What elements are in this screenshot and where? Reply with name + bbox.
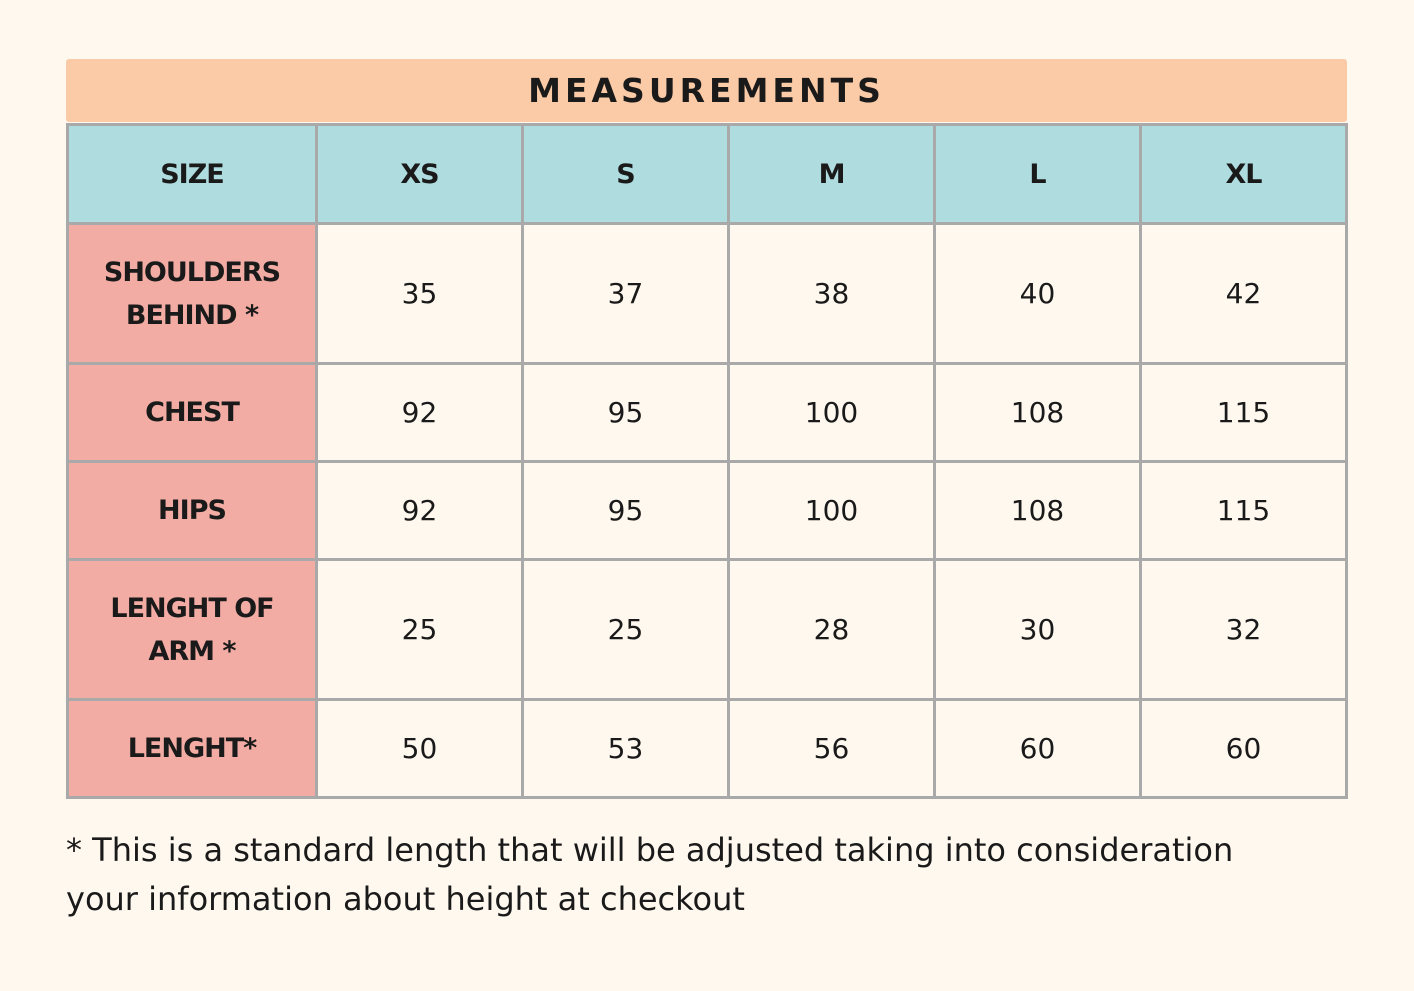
- row-label-line: CHEST: [145, 397, 240, 428]
- table-cell: 95: [521, 362, 730, 463]
- table-cell: 42: [1139, 222, 1348, 365]
- table-cell: 60: [1139, 698, 1348, 799]
- table-cell: 32: [1139, 558, 1348, 701]
- row-label: HIPS: [66, 460, 318, 561]
- table-cell: 40: [933, 222, 1142, 365]
- table-cell: 35: [315, 222, 524, 365]
- row-label: SHOULDERS BEHIND *: [66, 222, 318, 365]
- table-cell: 100: [727, 460, 936, 561]
- title-bar: MEASUREMENTS: [66, 59, 1347, 122]
- header-size-l: L: [933, 123, 1142, 225]
- header-size-s: S: [521, 123, 730, 225]
- header-size-xs: XS: [315, 123, 524, 225]
- table-row-length: LENGHT* 50 53 56 60 60: [66, 698, 1348, 799]
- table-cell: 38: [727, 222, 936, 365]
- table-cell: 25: [521, 558, 730, 701]
- table-cell: 92: [315, 460, 524, 561]
- row-label-line: HIPS: [158, 495, 227, 526]
- table-cell: 108: [933, 460, 1142, 561]
- table-cell: 60: [933, 698, 1142, 799]
- table-row-chest: CHEST 92 95 100 108 115: [66, 362, 1348, 463]
- table-cell: 28: [727, 558, 936, 701]
- footnote-line: * This is a standard length that will be…: [66, 831, 1234, 869]
- table-cell: 115: [1139, 460, 1348, 561]
- table-cell: 25: [315, 558, 524, 701]
- table-cell: 56: [727, 698, 936, 799]
- table-cell: 37: [521, 222, 730, 365]
- row-label-line: BEHIND *: [125, 299, 259, 331]
- row-label-line: SHOULDERS: [103, 256, 281, 288]
- table-row-length-of-arm: LENGHT OF ARM * 25 25 28 30 32: [66, 558, 1348, 701]
- row-label-line: LENGHT OF: [110, 592, 274, 624]
- footnote-line: your information about height at checkou…: [66, 880, 745, 918]
- row-label-line: LENGHT*: [127, 733, 258, 764]
- table-cell: 92: [315, 362, 524, 463]
- size-table: SIZE XS S M L XL SHOULDERS BEHIND * 35 3…: [66, 123, 1348, 799]
- table-cell: 100: [727, 362, 936, 463]
- table-cell: 115: [1139, 362, 1348, 463]
- table-cell: 108: [933, 362, 1142, 463]
- table-cell: 30: [933, 558, 1142, 701]
- row-label: LENGHT*: [66, 698, 318, 799]
- table-cell: 53: [521, 698, 730, 799]
- header-size-m: M: [727, 123, 936, 225]
- table-row-hips: HIPS 92 95 100 108 115: [66, 460, 1348, 561]
- header-size-label: SIZE: [66, 123, 318, 225]
- row-label-line: ARM *: [148, 635, 236, 667]
- header-row: SIZE XS S M L XL: [66, 123, 1348, 225]
- table-cell: 50: [315, 698, 524, 799]
- table-row-shoulders-behind: SHOULDERS BEHIND * 35 37 38 40 42: [66, 222, 1348, 365]
- page-title: MEASUREMENTS: [528, 71, 885, 110]
- header-size-xl: XL: [1139, 123, 1348, 225]
- row-label: LENGHT OF ARM *: [66, 558, 318, 701]
- row-label: CHEST: [66, 362, 318, 463]
- table-cell: 95: [521, 460, 730, 561]
- footnote: * This is a standard length that will be…: [66, 826, 1316, 924]
